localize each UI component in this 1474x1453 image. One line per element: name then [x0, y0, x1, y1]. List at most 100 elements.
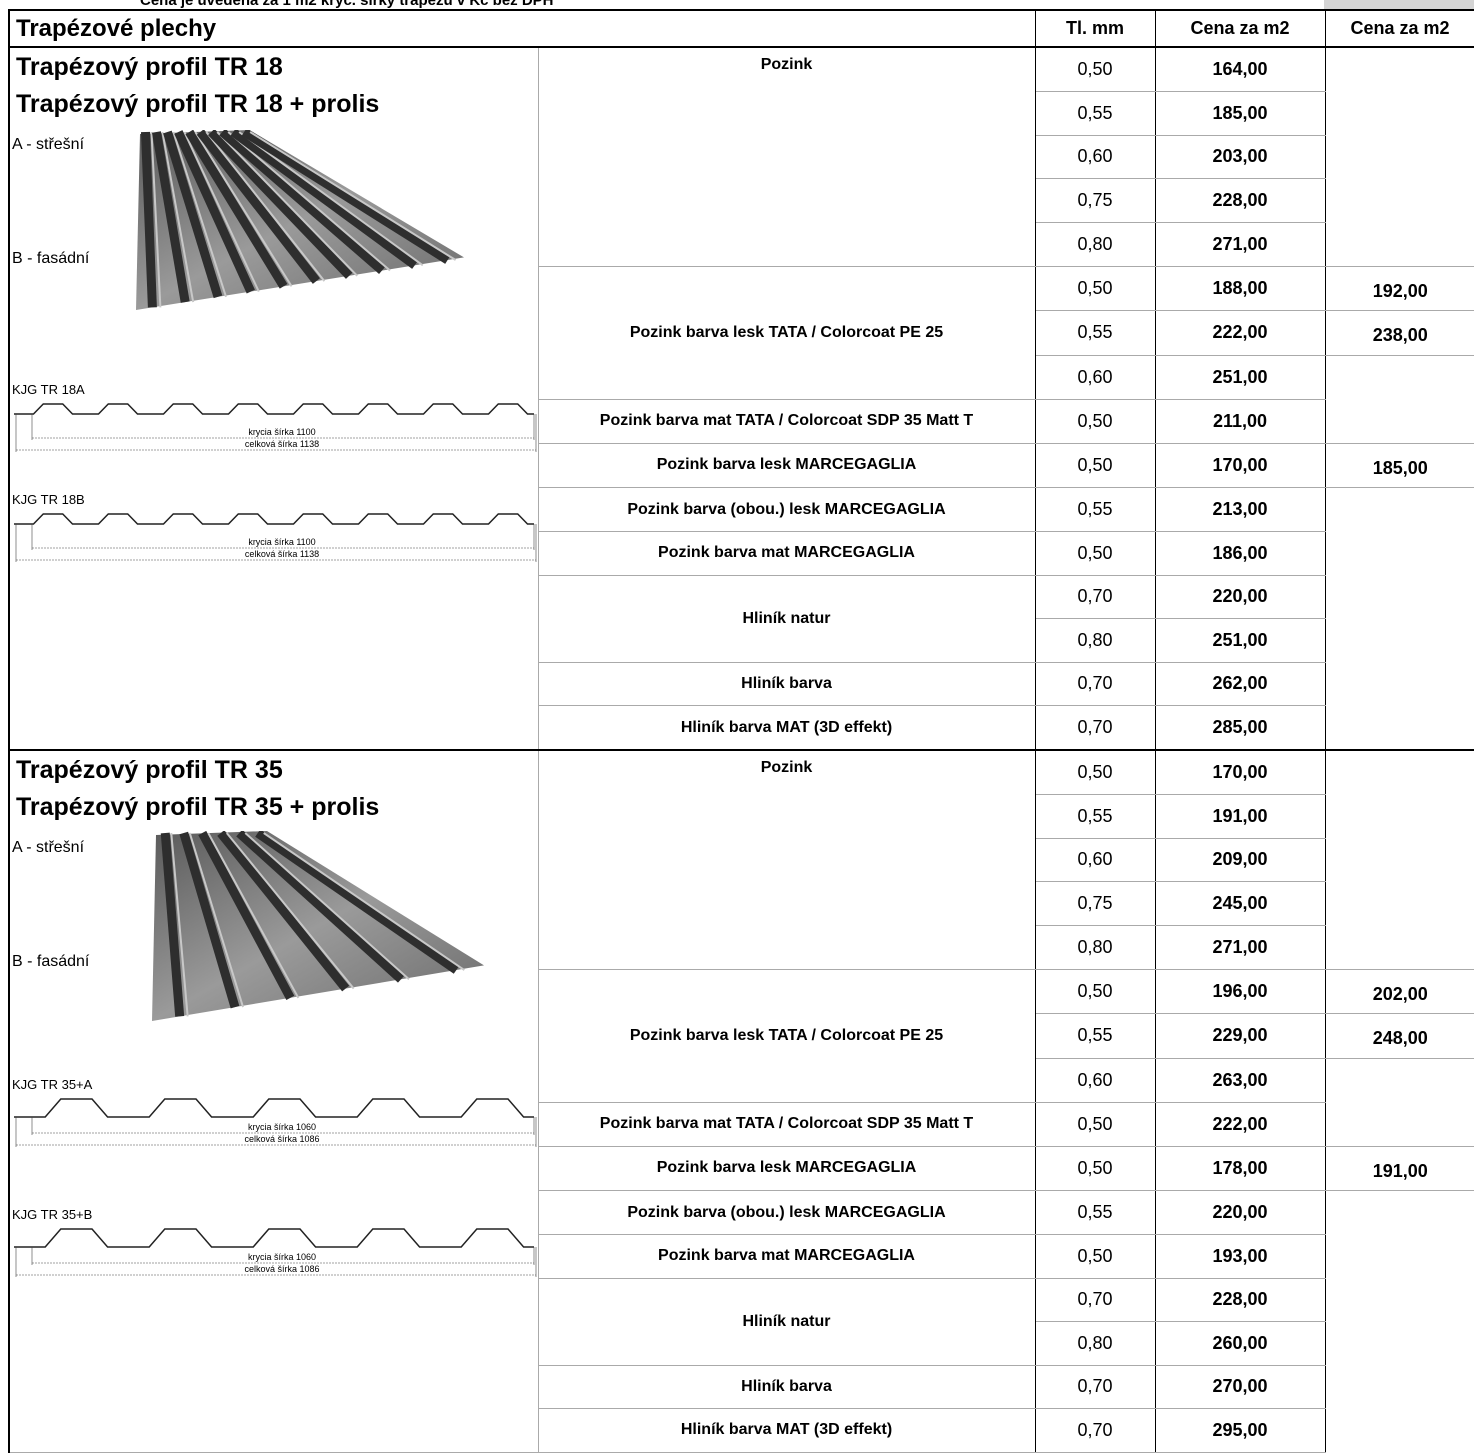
total-width: celková šírka 1138 — [245, 549, 319, 559]
total-width: celková šírka 1086 — [244, 1264, 319, 1274]
rib — [207, 130, 353, 279]
thickness: 0,80 — [1034, 924, 1156, 970]
price: 203,00 — [1154, 134, 1326, 179]
roof-label: A - střešní — [12, 136, 85, 153]
sheet-image — [136, 130, 464, 310]
thickness: 0,70 — [1034, 1408, 1156, 1453]
rib — [179, 831, 240, 1009]
price2: 248,00 — [1324, 1013, 1474, 1059]
table-row: 0,80 271,00 — [9, 924, 1474, 970]
profile-label: KJG TR 35+A — [12, 1077, 93, 1092]
table-row: Hliník natur 0,70 220,00 — [9, 574, 1474, 663]
price2-empty — [1324, 91, 1474, 135]
material: Pozink barva (obou.) lesk MARCEGAGLIA — [537, 487, 1036, 532]
table-row: Pozink barva mat MARCEGAGLIA 0,50 186,00 — [9, 531, 1474, 576]
thickness: 0,55 — [1034, 794, 1156, 839]
rib — [140, 131, 157, 308]
price2: 191,00 — [1324, 1145, 1474, 1191]
price2: 202,00 — [1324, 968, 1474, 1014]
thickness: 0,60 — [1034, 354, 1156, 400]
thickness: 0,50 — [1034, 46, 1156, 92]
rib-light — [150, 131, 162, 308]
price2-empty — [1324, 662, 1474, 706]
price: 186,00 — [1154, 531, 1326, 576]
profile-line — [14, 403, 534, 415]
rib-light — [172, 131, 227, 298]
material: Hliník barva — [537, 661, 1036, 706]
price2: 185,00 — [1324, 442, 1474, 488]
table-row: 0,80 271,00 — [9, 221, 1474, 267]
price: 251,00 — [1154, 618, 1326, 663]
table-title: Trapézové plechy — [8, 9, 1036, 48]
rib — [255, 831, 459, 974]
thickness: 0,50 — [1034, 1234, 1156, 1279]
rib — [217, 831, 350, 992]
sheet — [152, 831, 484, 1021]
table-row: 0,75 228,00 — [9, 178, 1474, 223]
thickness: 0,80 — [1034, 1321, 1156, 1366]
price: 228,00 — [1154, 1277, 1326, 1322]
material: Pozink barva lesk TATA / Colorcoat PE 25 — [537, 968, 1036, 1103]
cover-width: krycia šírka 1060 — [248, 1252, 316, 1262]
table-row: Pozink barva mat TATA / Colorcoat SDP 35… — [9, 398, 1474, 444]
table-row: Pozink barva lesk TATA / Colorcoat PE 25… — [9, 968, 1474, 1103]
rib-light — [207, 832, 300, 999]
table-row: Pozink barva (obou.) lesk MARCEGAGLIA 0,5… — [9, 1190, 1474, 1235]
profile-cell: Trapézový profil TR 35 Trapézový profil T… — [8, 749, 539, 1453]
price2-empty — [1324, 1365, 1474, 1409]
column-header: Cena za m2 — [1154, 9, 1326, 48]
price2-empty — [1324, 1278, 1474, 1322]
price: 211,00 — [1154, 398, 1326, 444]
profile-drawing: krycia šírka 1100 celková šírka 1138 — [14, 403, 537, 452]
table-row: Hliník barva MAT (3D effekt) 0,70 285,00 — [9, 705, 1474, 751]
thickness: 0,55 — [1034, 1190, 1156, 1235]
price2-empty — [1324, 1058, 1474, 1102]
price: 209,00 — [1154, 837, 1326, 882]
rib — [163, 130, 223, 299]
thickness: 0,55 — [1034, 310, 1156, 356]
profile-title: Trapézový profil TR 35 + prolis — [16, 793, 380, 821]
material: Pozink barva mat TATA / Colorcoat SDP 35… — [537, 398, 1036, 444]
table-row: Pozink barva lesk TATA / Colorcoat PE 25… — [9, 265, 1474, 400]
price2-empty — [1324, 355, 1474, 399]
price: 164,00 — [1154, 46, 1326, 92]
thickness: 0,60 — [1034, 1057, 1156, 1103]
rib — [198, 831, 295, 1000]
table-row: 0,55 185,00 — [9, 91, 1474, 136]
rib-light — [194, 131, 293, 287]
price: 262,00 — [1154, 661, 1326, 706]
price2-empty — [1324, 925, 1474, 969]
facade-label: B - fasádní — [12, 250, 90, 267]
price2-empty — [1324, 749, 1474, 795]
corner-cell — [1324, 0, 1474, 10]
profile-label: KJG TR 35+B — [12, 1207, 93, 1222]
rib-light — [225, 832, 355, 990]
rib-light — [161, 131, 195, 303]
rib — [241, 130, 450, 264]
profile-title: Trapézový profil TR 18 — [16, 53, 283, 81]
price2: 192,00 — [1324, 265, 1474, 311]
material: Hliník natur — [537, 1277, 1036, 1366]
price2-empty — [1324, 1190, 1474, 1235]
thickness: 0,50 — [1034, 1101, 1156, 1147]
cover-width: krycia šírka 1100 — [248, 427, 315, 437]
price-table: Trapézové plechy Tl. mm Cena za m2 Cena … — [8, 9, 1474, 1453]
thickness: 0,50 — [1034, 968, 1156, 1014]
total-width: celková šírka 1086 — [244, 1134, 319, 1144]
price2-empty — [1324, 575, 1474, 619]
rib-light — [249, 131, 457, 261]
total-width: celková šírka 1138 — [245, 439, 319, 449]
price2-empty — [1324, 487, 1474, 532]
thickness: 0,55 — [1034, 91, 1156, 136]
table-row: 0,55 222,00 238,00 — [9, 310, 1474, 356]
table-row: Pozink barva mat MARCEGAGLIA 0,50 193,00 — [9, 1234, 1474, 1279]
material: Pozink barva (obou.) lesk MARCEGAGLIA — [537, 1190, 1036, 1235]
price: 170,00 — [1154, 442, 1326, 488]
rib — [196, 130, 320, 284]
rib-light — [227, 131, 391, 272]
price2-empty — [1324, 1102, 1474, 1146]
profile-drawing: krycia šírka 1100 celková šírka 1138 — [14, 513, 537, 562]
price2-empty — [1324, 705, 1474, 750]
caption: Cena je uvedena za 1 m2 kryc. šírky trap… — [140, 0, 554, 9]
thickness: 0,50 — [1034, 749, 1156, 795]
